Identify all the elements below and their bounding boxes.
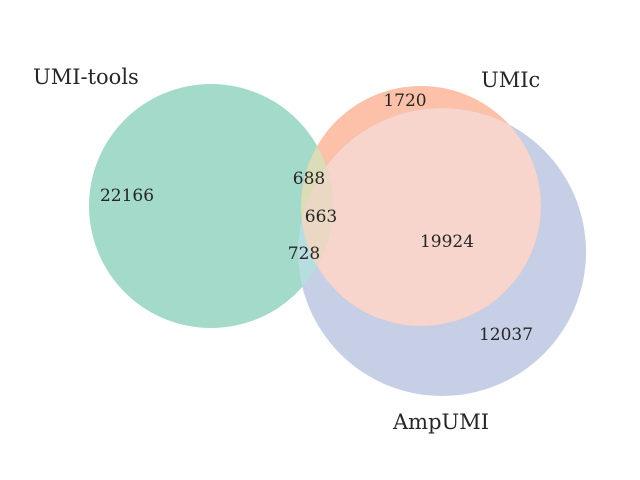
ampumi-label: AmpUMI [392,410,489,434]
umi-tools-umic-count: 688 [293,169,325,189]
triple-overlap-count: 663 [305,207,337,227]
ampumi-only-count: 12037 [479,325,533,345]
umi-tools-ampumi-count: 728 [288,244,320,264]
umic-ampumi-count: 19924 [420,232,474,252]
umic-only-count: 1720 [383,91,426,111]
umi-tools-only-count: 22166 [100,186,154,206]
umi-tools-label: UMI-tools [33,65,139,89]
umi-tools-circle [89,84,333,328]
umic-label: UMIc [481,68,540,92]
